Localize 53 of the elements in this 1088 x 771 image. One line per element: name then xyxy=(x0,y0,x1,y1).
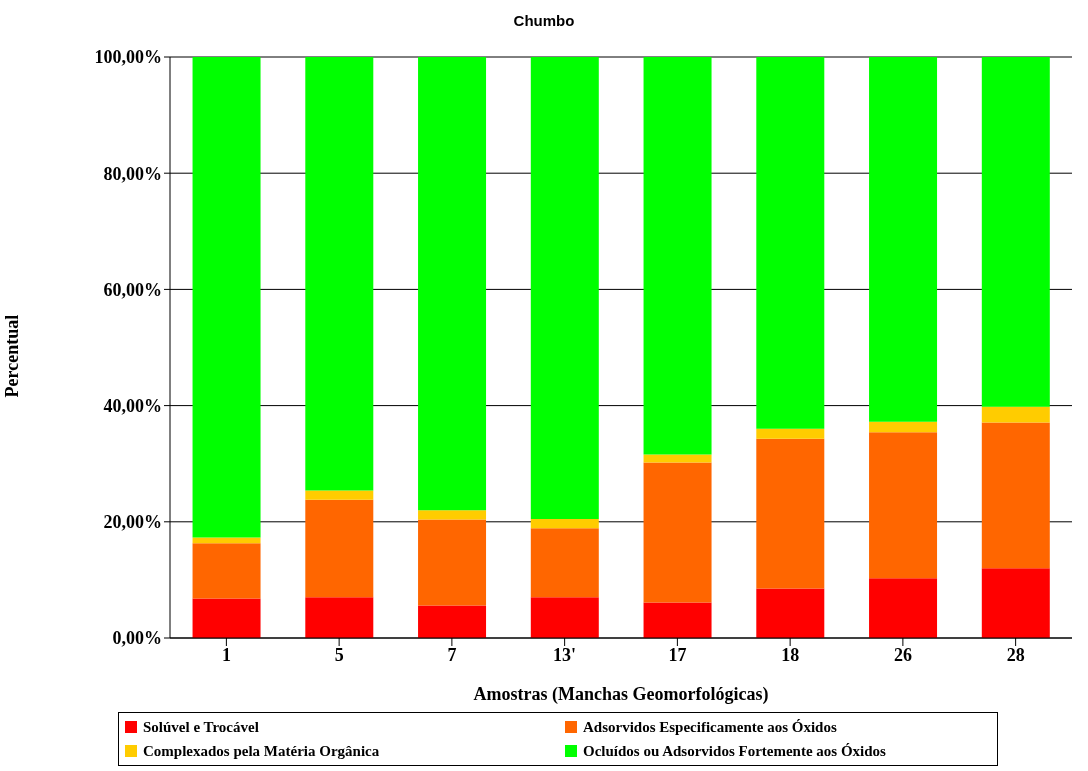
bar xyxy=(418,605,487,638)
chart-title: Chumbo xyxy=(512,12,576,29)
bar xyxy=(643,57,712,455)
legend-label: Solúvel e Trocável xyxy=(143,718,259,736)
bar xyxy=(192,543,261,599)
bar xyxy=(981,57,1050,407)
bar xyxy=(305,597,374,638)
bar xyxy=(192,537,261,544)
bar xyxy=(530,528,599,598)
bar xyxy=(869,578,938,638)
bar xyxy=(192,598,261,638)
bar xyxy=(530,518,599,529)
bar xyxy=(418,510,487,520)
bar xyxy=(869,57,938,422)
bar xyxy=(305,490,374,500)
y-tick-label: 40,00% xyxy=(103,395,162,416)
y-tick-label: 100,00% xyxy=(94,47,162,68)
bar xyxy=(643,454,712,463)
y-tick-label: 20,00% xyxy=(103,512,162,533)
x-tick-label: 13' xyxy=(553,644,577,665)
bar xyxy=(530,57,599,519)
bar xyxy=(981,406,1050,423)
y-tick-label: 60,00% xyxy=(103,279,162,300)
bar xyxy=(756,428,825,439)
bar xyxy=(192,57,261,538)
legend-label: Complexados pela Matéria Orgânica xyxy=(143,742,380,760)
x-axis-title: Amostras (Manchas Geomorfológicas) xyxy=(472,684,770,705)
bar xyxy=(305,499,374,598)
bar xyxy=(981,422,1050,569)
y-axis-title: Percentual xyxy=(2,314,23,398)
x-tick-label: 28 xyxy=(1006,644,1025,665)
legend-label: Ocluídos ou Adsorvidos Fortemente aos Óxidos xyxy=(583,742,886,760)
x-tick-label: 1 xyxy=(221,644,231,665)
x-tick-label: 17 xyxy=(668,644,687,665)
bar xyxy=(756,438,825,589)
bar xyxy=(643,602,712,638)
y-tick-label: 0,00% xyxy=(112,628,162,649)
y-tick-label: 80,00% xyxy=(103,163,162,184)
bar xyxy=(530,597,599,638)
bar xyxy=(418,57,487,511)
x-tick-label: 18 xyxy=(781,644,800,665)
bar xyxy=(643,462,712,603)
bar xyxy=(418,519,487,606)
bar xyxy=(305,57,374,491)
x-tick-label: 5 xyxy=(334,644,344,665)
bar xyxy=(756,588,825,638)
x-tick-label: 7 xyxy=(447,644,457,665)
bar xyxy=(756,57,825,429)
legend-label: Adsorvidos Especificamente aos Óxidos xyxy=(583,718,837,736)
x-tick-label: 26 xyxy=(893,644,912,665)
bar xyxy=(869,432,938,579)
bar xyxy=(869,421,938,433)
bar xyxy=(981,568,1050,638)
